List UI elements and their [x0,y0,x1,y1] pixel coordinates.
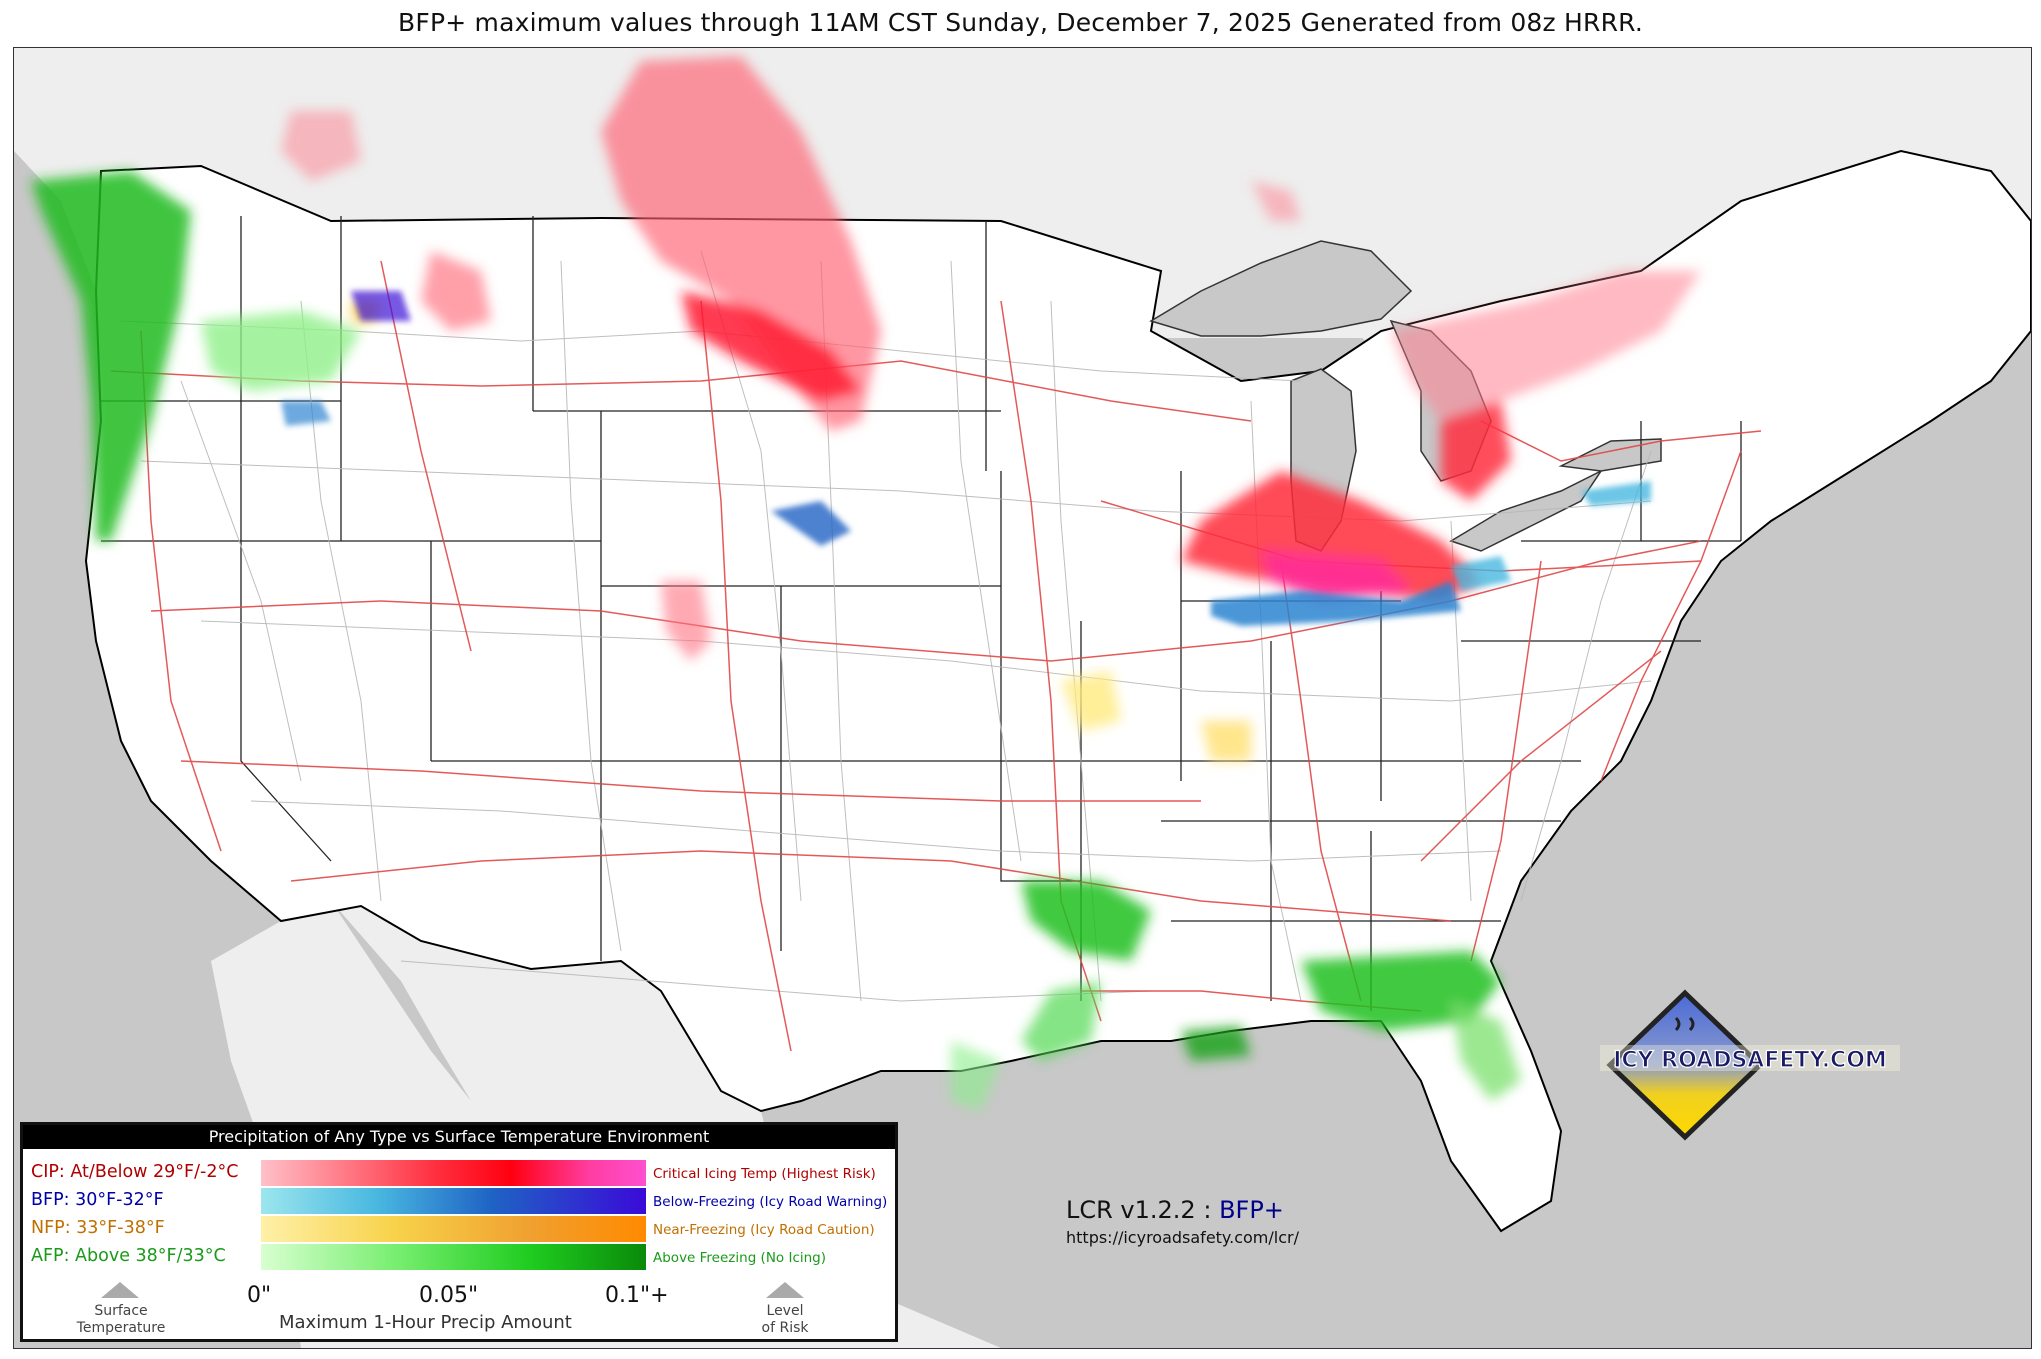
icyroadsafety-logo[interactable]: ICY ROADSAFETY.COM [1600,985,1905,1150]
legend-label-bfp: BFP: 30°F-32°F [31,1190,164,1210]
legend-bar-cip [261,1160,646,1186]
legend: Precipitation of Any Type vs Surface Tem… [20,1122,898,1342]
legend-label-afp: AFP: Above 38°F/33°C [31,1246,226,1266]
precip-bfp [281,291,1651,626]
legend-row-bfp: BFP: 30°F-32°F Below-Freezing (Icy Road … [31,1188,891,1214]
legend-row-cip: CIP: At/Below 29°F/-2°C Critical Icing T… [31,1160,891,1186]
legend-desc-afp: Above Freezing (No Icing) [653,1250,827,1266]
up-arrow-icon [766,1282,804,1298]
map-title: BFP+ maximum values through 11AM CST Sun… [398,8,1643,37]
legend-right-caption-2: of Risk [761,1320,809,1336]
precip-afp [31,171,1521,1111]
legend-desc-cip: Critical Icing Temp (Highest Risk) [653,1166,876,1182]
legend-axis-label: Maximum 1-Hour Precip Amount [279,1312,572,1333]
legend-row-afp: AFP: Above 38°F/33°C Above Freezing (No … [31,1244,891,1270]
product-name: BFP+ [1219,1196,1284,1224]
legend-label-nfp: NFP: 33°F-38°F [31,1218,165,1238]
road-waves-icon [1606,989,1764,1141]
legend-row-nfp: NFP: 33°F-38°F Near-Freezing (Icy Road C… [31,1216,891,1242]
precip-cip [281,56,1701,661]
legend-left-caption: Surface Temperature [51,1303,191,1337]
legend-label-cip: CIP: At/Below 29°F/-2°C [31,1162,239,1182]
legend-desc-nfp: Near-Freezing (Icy Road Caution) [653,1222,875,1238]
legend-tick-2: 0.1"+ [605,1283,669,1308]
up-arrow-icon [101,1282,139,1298]
legend-left-caption-1: Surface [94,1303,148,1319]
legend-tick-1: 0.05" [419,1283,479,1308]
product-url[interactable]: https://icyroadsafety.com/lcr/ [1066,1228,1299,1247]
product-version: LCR v1.2.2 : [1066,1196,1212,1224]
legend-tick-0: 0" [247,1283,272,1308]
us-land [84,149,2031,1233]
product-label: LCR v1.2.2 : BFP+ [1066,1196,1284,1224]
legend-bar-bfp [261,1188,646,1214]
logo-text: ICY ROADSAFETY.COM [1613,1048,1887,1073]
legend-bar-afp [261,1244,646,1270]
legend-right-caption: Level of Risk [735,1303,835,1337]
legend-bar-nfp [261,1216,646,1242]
legend-right-caption-1: Level [766,1303,804,1319]
legend-left-caption-2: Temperature [76,1320,166,1336]
legend-title: Precipitation of Any Type vs Surface Tem… [23,1125,895,1149]
legend-desc-bfp: Below-Freezing (Icy Road Warning) [653,1194,888,1210]
